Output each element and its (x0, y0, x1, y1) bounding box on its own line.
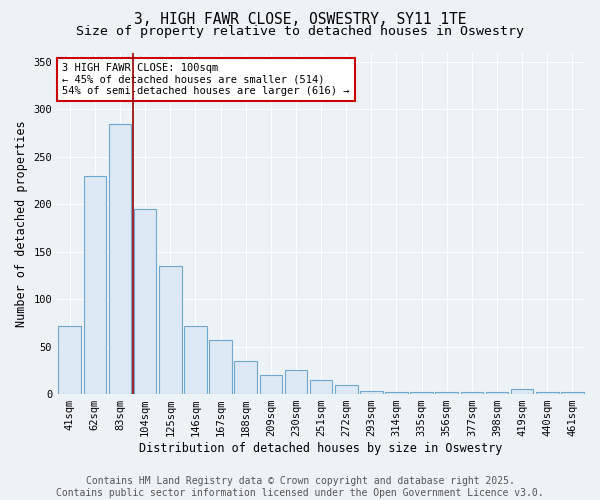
X-axis label: Distribution of detached houses by size in Oswestry: Distribution of detached houses by size … (139, 442, 503, 455)
Bar (260, 375, 282, 394)
Text: Contains HM Land Registry data © Crown copyright and database right 2025.
Contai: Contains HM Land Registry data © Crown c… (56, 476, 544, 498)
Text: 3 HIGH FAWR CLOSE: 100sqm
← 45% of detached houses are smaller (514)
54% of semi: 3 HIGH FAWR CLOSE: 100sqm ← 45% of detac… (62, 62, 350, 96)
Bar (360, 391, 383, 394)
Bar (461, 392, 483, 394)
Text: 3, HIGH FAWR CLOSE, OSWESTRY, SY11 1TE: 3, HIGH FAWR CLOSE, OSWESTRY, SY11 1TE (134, 12, 466, 28)
Bar (159, 266, 182, 394)
Bar (284, 370, 307, 394)
Bar (310, 380, 332, 394)
Bar (561, 392, 584, 394)
Text: Size of property relative to detached houses in Oswestry: Size of property relative to detached ho… (76, 25, 524, 38)
Bar (235, 361, 257, 394)
Bar (436, 392, 458, 394)
Bar (410, 392, 433, 394)
Bar (184, 326, 207, 394)
Bar (486, 392, 508, 394)
Bar (511, 390, 533, 394)
Bar (385, 392, 408, 394)
Bar (536, 392, 559, 394)
Bar (83, 176, 106, 394)
Bar (134, 209, 157, 394)
Bar (209, 340, 232, 394)
Bar (58, 326, 81, 394)
Bar (335, 384, 358, 394)
Y-axis label: Number of detached properties: Number of detached properties (15, 120, 28, 326)
Bar (109, 124, 131, 394)
